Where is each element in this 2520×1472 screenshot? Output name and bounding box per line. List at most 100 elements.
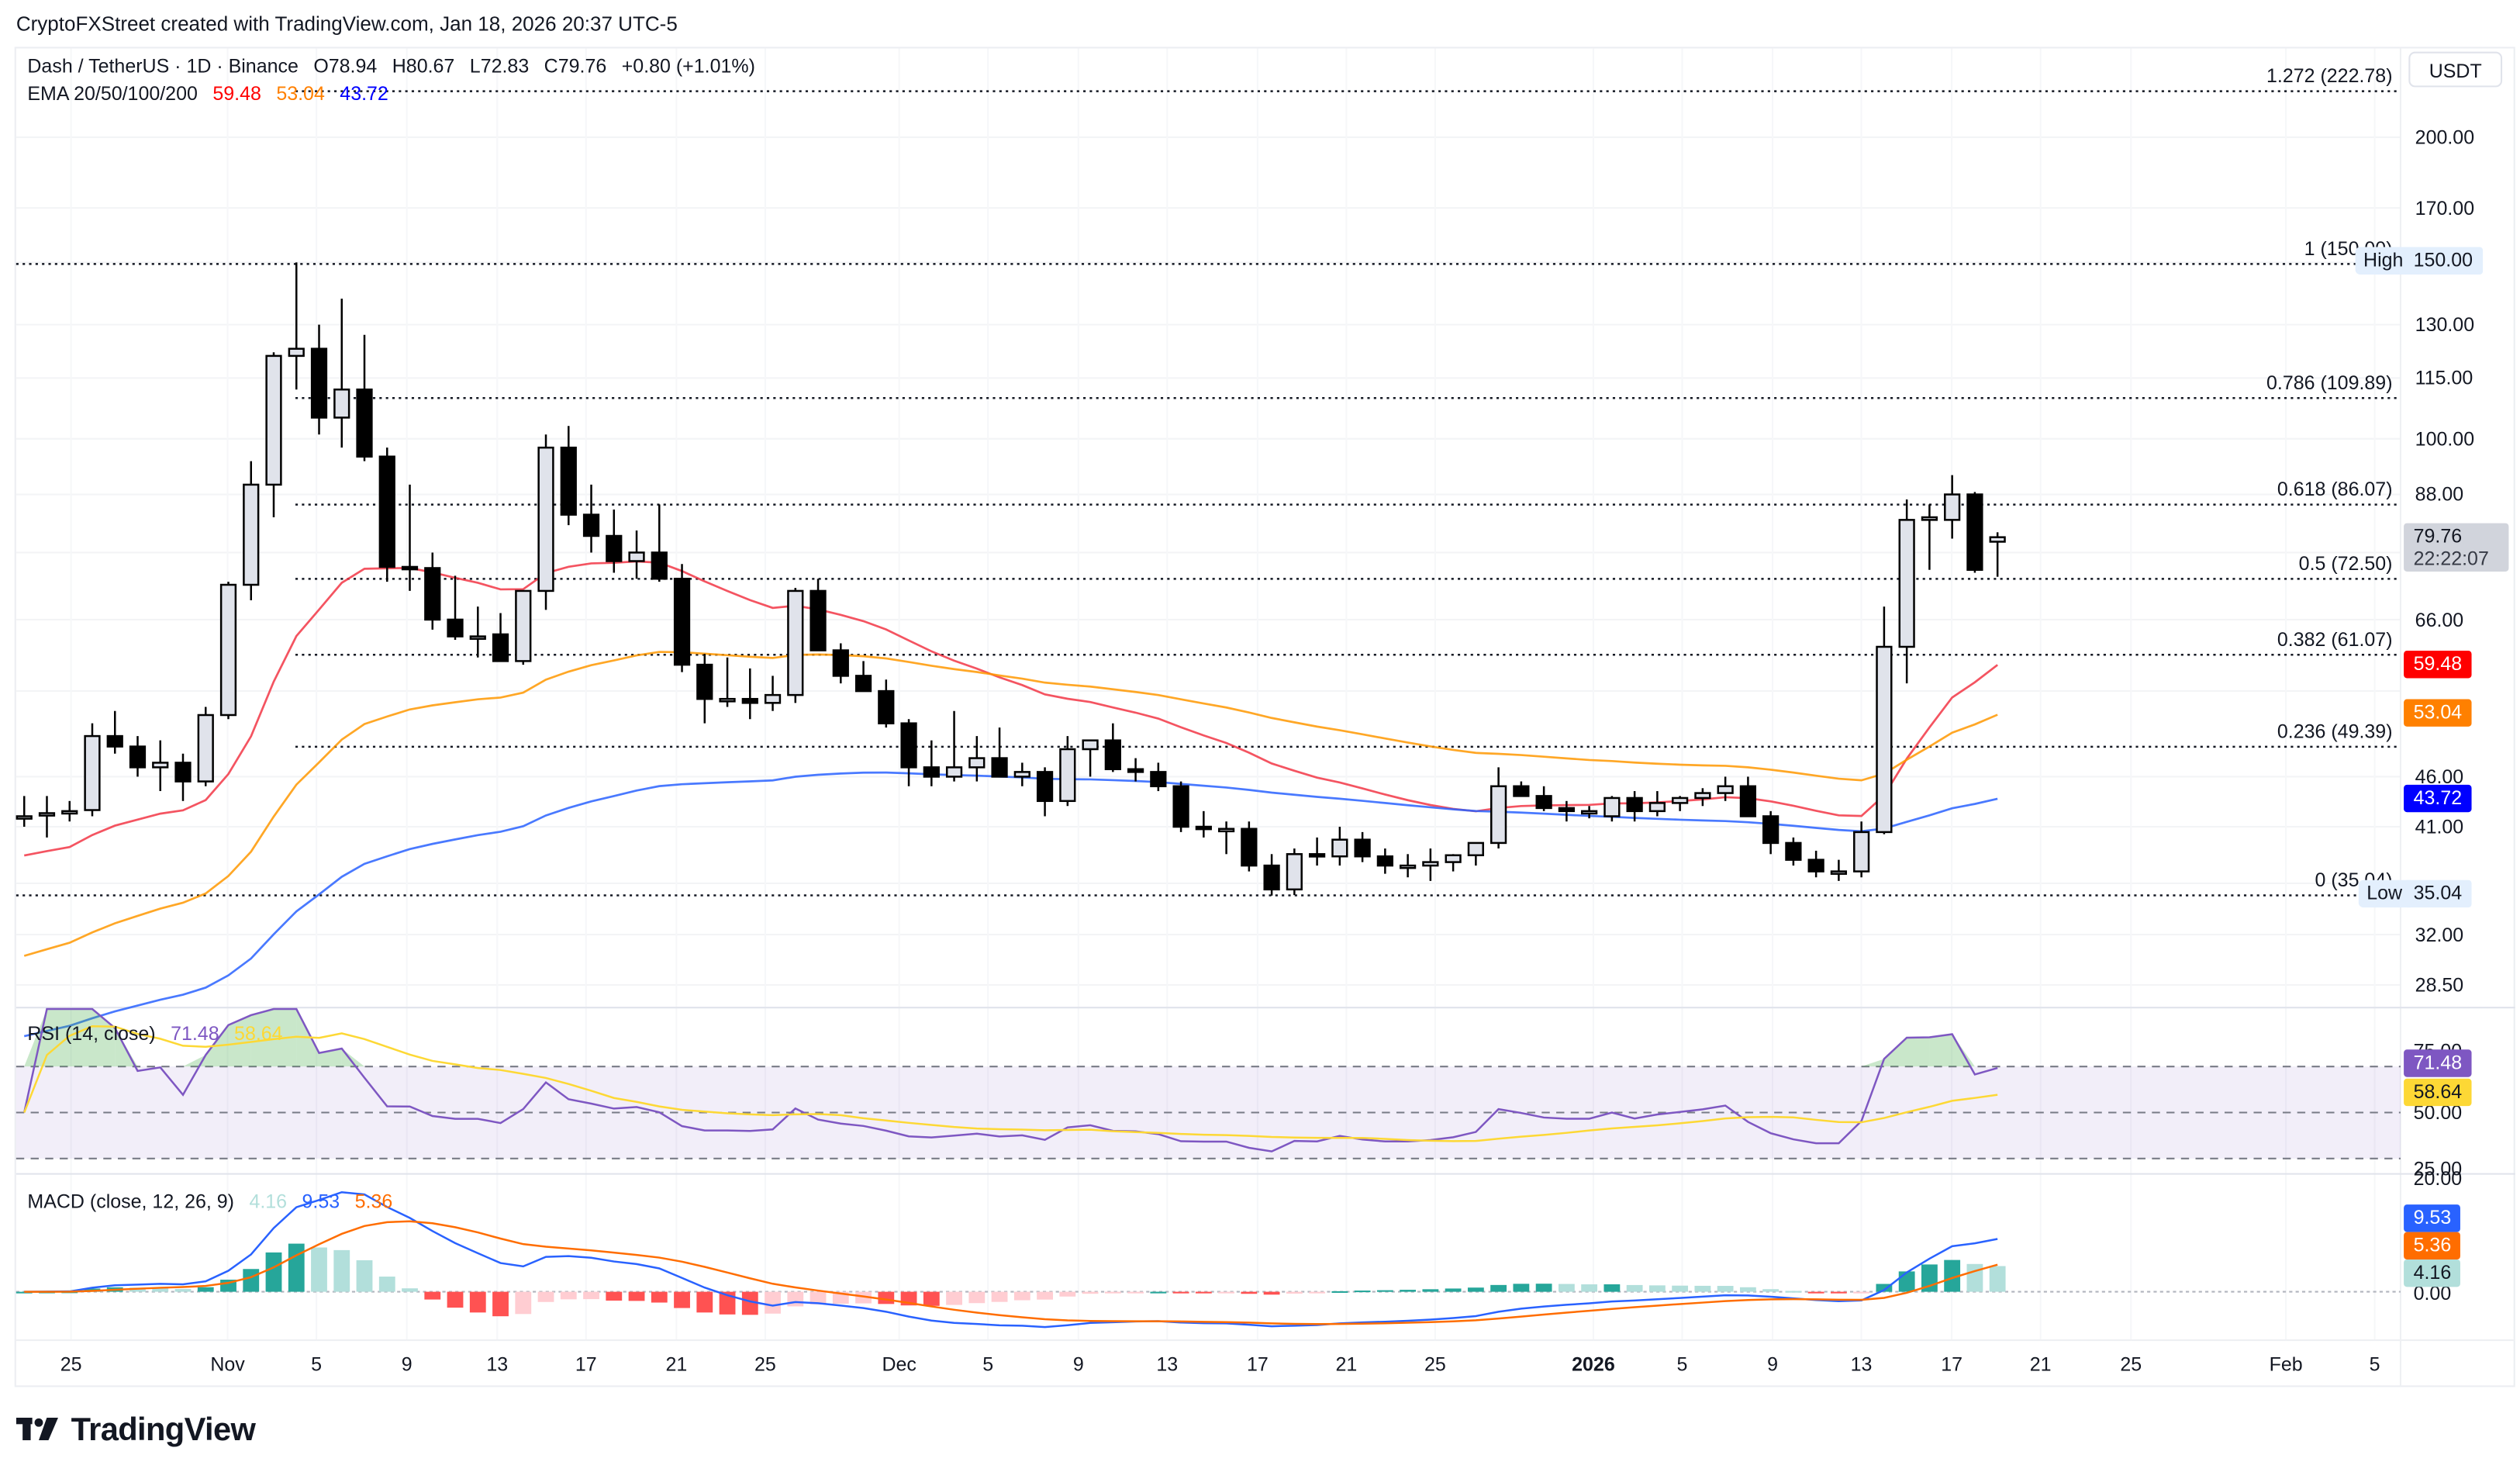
candle-body-up	[1422, 861, 1439, 867]
candle-body-up	[1490, 785, 1507, 845]
candle	[129, 736, 147, 777]
macd-legend[interactable]: MACD (close, 12, 26, 9) 4.16 9.53 5.36	[27, 1190, 402, 1212]
candle	[1694, 788, 1711, 807]
candle-body-down	[310, 347, 328, 419]
tradingview-logo-text: TradingView	[71, 1412, 256, 1449]
symbol-name[interactable]: Dash / TetherUS · 1D · Binance	[27, 54, 299, 78]
candle-body-down	[673, 577, 691, 666]
ohlc-change: +0.80 (+1.01%)	[621, 54, 755, 78]
candle-body-up	[1013, 771, 1030, 778]
candle	[1286, 848, 1303, 896]
candle	[1626, 791, 1643, 822]
fib-level-label: 1.272 (222.78)	[2266, 64, 2393, 87]
time-tick: 17	[1941, 1353, 1963, 1376]
ema100-value: 43.72	[340, 82, 388, 105]
macd-label: MACD (close, 12, 26, 9)	[27, 1190, 234, 1213]
candle-body-up	[1717, 785, 1734, 794]
macd-histogram-bar	[402, 1288, 418, 1292]
symbol-legend: Dash / TetherUS · 1D · Binance O78.94 H8…	[27, 55, 765, 78]
macd-histogram-bar	[923, 1291, 940, 1306]
macd-histogram-bar	[719, 1291, 736, 1315]
candle-body-up	[1217, 828, 1235, 833]
candle	[61, 800, 78, 822]
macd-histogram-bar	[991, 1291, 1008, 1302]
rsi-legend[interactable]: RSI (14, close) 71.48 58.64	[27, 1022, 292, 1045]
candle	[1648, 791, 1666, 817]
macd-histogram-bar	[16, 1291, 33, 1294]
currency-button[interactable]: USDT	[2408, 51, 2503, 88]
candle	[878, 679, 895, 728]
candle	[288, 262, 305, 390]
time-tick: 25	[754, 1353, 776, 1376]
macd-histogram-bar	[1195, 1291, 1212, 1294]
candle-body-up	[1603, 796, 1621, 817]
macd-histogram-bar	[1876, 1284, 1893, 1292]
candle	[1876, 606, 1893, 834]
candle-body-down	[1626, 796, 1643, 813]
ema20-value: 59.48	[212, 82, 261, 105]
candle	[1150, 762, 1167, 792]
macd-histogram-bar	[1059, 1291, 1076, 1297]
low-label: Low	[2358, 879, 2411, 908]
macd-histogram-bar	[1830, 1291, 1847, 1294]
macd-histogram-bar	[1762, 1289, 1780, 1292]
candle	[764, 676, 782, 711]
grid-lines	[16, 48, 2515, 1386]
last-price-tag: 79.76 22:22:07	[2404, 523, 2509, 572]
candle-body-up	[1921, 516, 1938, 521]
macd-histogram-bar	[1626, 1284, 1643, 1292]
candle-body-up	[333, 388, 350, 419]
candle-body-up	[537, 446, 554, 593]
candle	[16, 796, 33, 828]
macd-signal-tag: 5.36	[2404, 1232, 2461, 1259]
candle	[84, 723, 101, 817]
macd-histogram-bar	[583, 1291, 599, 1300]
candle-body-down	[1785, 841, 1802, 861]
macd-histogram-bar	[1648, 1285, 1666, 1292]
candle-body-down	[1127, 768, 1144, 773]
candle-body-up	[968, 757, 986, 769]
candle	[310, 324, 328, 435]
candle-body-up	[61, 810, 78, 815]
macd-histogram-bar	[1172, 1291, 1189, 1294]
candle	[38, 796, 56, 838]
candle-body-up	[1445, 854, 1462, 863]
macd-histogram-bar	[356, 1259, 373, 1292]
candle-body-down	[991, 757, 1008, 778]
rsi-overbought-fill	[24, 1008, 47, 1067]
macd-histogram-bar	[1331, 1291, 1348, 1293]
candle	[741, 668, 758, 720]
candle-body-down	[1966, 493, 1983, 571]
macd-histogram-bar	[447, 1291, 464, 1308]
time-tick: 13	[1156, 1353, 1179, 1376]
candle	[832, 643, 849, 684]
macd-histogram-bar	[855, 1291, 872, 1304]
rsi-overbought-fill	[228, 1014, 251, 1067]
macd-histogram-bar	[1898, 1271, 1915, 1292]
candle-body-up	[1876, 645, 1893, 834]
price-tick: 41.00	[2415, 815, 2464, 838]
candle-body-up	[16, 815, 33, 820]
candle-body-up	[265, 354, 282, 486]
candle-body-up	[1286, 853, 1303, 891]
candle	[1944, 475, 1961, 539]
macd-signal-value: 5.36	[354, 1190, 393, 1213]
candle-body-down	[1172, 785, 1189, 828]
macd-histogram-bar	[1581, 1284, 1598, 1292]
ohlc-open: O78.94	[313, 54, 378, 78]
rsi-ma-tag: 58.64	[2404, 1078, 2472, 1107]
ohlc-high: H80.67	[392, 54, 455, 78]
candle-body-up	[1399, 864, 1417, 869]
candle	[1921, 504, 1938, 570]
macd-histogram-bar	[1853, 1291, 1870, 1294]
fib-level-label: 0.786 (109.89)	[2266, 370, 2393, 393]
candle	[1308, 837, 1326, 866]
candle	[1785, 837, 1802, 866]
time-tick: 13	[486, 1353, 509, 1376]
ema-legend[interactable]: EMA 20/50/100/200 59.48 53.04 43.72	[27, 82, 398, 105]
macd-histogram-bar	[1807, 1291, 1824, 1294]
price-tick: 46.00	[2415, 765, 2464, 789]
price-tick: 100.00	[2415, 427, 2475, 451]
candle-body-down	[1807, 859, 1824, 872]
